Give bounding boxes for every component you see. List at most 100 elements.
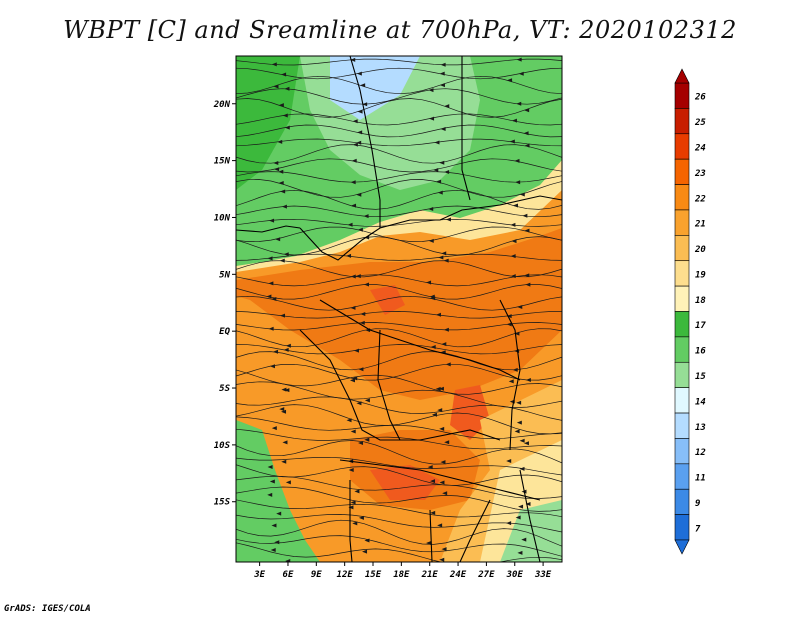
streamline-arrow (275, 237, 281, 242)
colorbar-swatch (674, 488, 690, 515)
streamline-arrow (267, 464, 273, 469)
streamline-arrow (439, 160, 445, 165)
streamline-arrow (441, 547, 447, 552)
streamline-arrow (437, 408, 443, 413)
country-border (499, 299, 521, 451)
longitude-axis: 3E 6E 9E 12E 15E 18E 21E 24E 27E 30E 33E (253, 562, 552, 580)
streamline-arrow (506, 458, 512, 463)
streamline-arrow (349, 378, 355, 383)
streamline (236, 171, 562, 183)
colorbar-swatch (674, 336, 690, 363)
streamline-arrow (358, 441, 364, 446)
streamline-arrow (271, 523, 277, 528)
streamline-arrow (273, 349, 279, 354)
streamline-arrow (511, 239, 517, 244)
streamline (236, 519, 562, 547)
streamline-arrow (363, 214, 369, 219)
streamline (236, 179, 562, 198)
lat-tick-label: 10S (214, 441, 231, 451)
lat-tick-label: 20N (213, 100, 231, 110)
colorbar-swatch (674, 311, 690, 338)
streamline-arrow (281, 409, 287, 414)
streamline-arrow (439, 480, 445, 485)
streamline-arrow (353, 348, 359, 353)
streamline-arrow (439, 426, 445, 431)
colorbar-upper-arrow (674, 68, 690, 84)
streamline-arrow (511, 118, 517, 123)
streamline-arrow (506, 314, 512, 319)
streamline (236, 344, 562, 355)
streamline-arrow (510, 274, 516, 279)
streamline-arrow (445, 362, 451, 367)
streamline-arrow (352, 142, 358, 147)
colorbar-label: 16 (695, 347, 706, 357)
streamline-arrow (283, 347, 289, 352)
country-border (429, 509, 433, 562)
streamline-arrow (280, 189, 286, 194)
lon-tick-label: 30E (506, 570, 524, 580)
streamline-arrow (364, 437, 370, 442)
lon-tick-label: 9E (311, 570, 322, 580)
streamline-arrow (358, 515, 364, 520)
streamline-arrow (444, 169, 450, 174)
streamline (236, 486, 562, 512)
country-borders (236, 56, 562, 562)
country-border (461, 56, 471, 201)
lon-tick-label: 33E (534, 570, 552, 580)
streamline-arrow (281, 204, 287, 209)
streamline (236, 404, 562, 435)
streamline-arrow (518, 504, 524, 509)
streamline-arrow (285, 480, 291, 485)
streamline-arrow (518, 71, 524, 76)
lat-tick-label: 10N (214, 213, 231, 223)
streamline-arrow (439, 71, 445, 76)
streamline (236, 124, 562, 138)
streamline-arrow (433, 167, 439, 172)
colorbar-swatch (674, 285, 690, 312)
streamline (236, 363, 562, 381)
streamline-arrow (270, 548, 276, 553)
field-hot-central (450, 385, 490, 440)
streamline (236, 144, 562, 164)
country-border (519, 469, 541, 562)
colorbar-label: 23 (694, 169, 706, 179)
streamline (236, 138, 562, 147)
streamline-arrow (441, 251, 447, 256)
lon-tick-label: 18E (393, 570, 410, 580)
streamline-arrow (267, 492, 273, 497)
streamline-arrow (362, 549, 368, 554)
colorbar-swatch (674, 387, 690, 414)
streamline-arrow (356, 401, 362, 406)
streamline-arrow (440, 126, 446, 131)
streamline-arrow (510, 222, 516, 227)
streamline-arrow (525, 377, 531, 382)
streamline-arrow (284, 388, 290, 393)
streamline-arrow (436, 179, 442, 184)
streamline-arrow (519, 466, 525, 471)
streamline-arrow (512, 367, 518, 372)
streamline-arrow (430, 510, 436, 515)
streamline-arrow (279, 407, 285, 412)
streamline-arrow (282, 113, 288, 118)
streamline-arrow (277, 139, 283, 144)
streamline-arrow (285, 559, 291, 562)
streamline-arrow (357, 109, 363, 114)
streamline-arrow (352, 521, 358, 526)
streamline-arrow (281, 72, 287, 77)
streamline (236, 67, 562, 80)
streamline-arrow (278, 169, 284, 174)
streamline-arrow (515, 180, 521, 185)
streamline-arrow (525, 502, 531, 507)
streamline-arrow (358, 367, 364, 372)
streamline (236, 260, 562, 278)
streamline-arrow (439, 83, 445, 88)
country-border (459, 499, 491, 562)
streamline-arrow (278, 103, 284, 108)
streamline-arrow (514, 158, 520, 163)
field-blue-north (330, 56, 420, 120)
latitude-axis: 20N 15N 10N 5N EQ 5S 10S 15S (213, 100, 236, 508)
streamline-arrow (352, 376, 358, 381)
lon-tick-label: 15E (365, 570, 382, 580)
colorbar-label: 25 (694, 118, 706, 128)
